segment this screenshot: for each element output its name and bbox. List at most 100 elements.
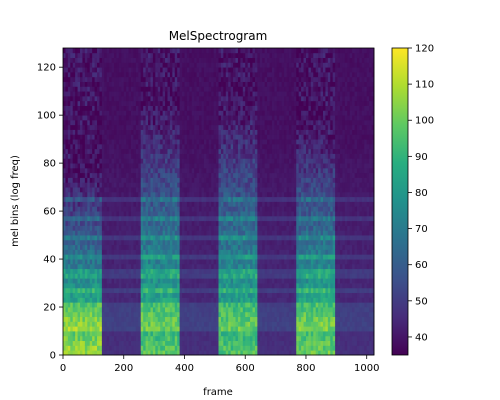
heatmap-cell (250, 57, 253, 63)
heatmap-cell (250, 153, 253, 159)
heatmap-cell (75, 350, 78, 356)
heatmap-cell (67, 235, 71, 241)
heatmap-cell (208, 244, 212, 250)
heatmap-cell (150, 206, 154, 212)
heatmap-cell (245, 249, 249, 255)
heatmap-cell (203, 239, 207, 246)
heatmap-cell (135, 292, 139, 298)
heatmap-cell (77, 52, 81, 58)
heatmap-cell (148, 105, 151, 111)
heatmap-cell (157, 278, 161, 284)
heatmap-cell (218, 331, 222, 337)
heatmap-cell (89, 225, 93, 231)
heatmap-cell (208, 345, 212, 351)
heatmap-cell (131, 263, 134, 270)
heatmap-cell (133, 345, 137, 351)
heatmap-cell (191, 278, 195, 284)
heatmap-cell (111, 48, 115, 54)
heatmap-cell (199, 302, 202, 308)
heatmap-cell (75, 91, 78, 97)
heatmap-cell (140, 263, 144, 270)
heatmap-cell (247, 91, 251, 97)
heatmap-cell (116, 340, 120, 346)
heatmap-cell (167, 206, 171, 212)
heatmap-cell (135, 57, 139, 63)
heatmap-cell (101, 52, 105, 58)
heatmap-cell (182, 235, 185, 241)
heatmap-cell (104, 76, 108, 82)
heatmap-cell (152, 177, 156, 183)
heatmap-cell (75, 215, 78, 222)
heatmap-cell (121, 105, 125, 111)
heatmap-cell (196, 62, 200, 68)
heatmap-cell (223, 321, 227, 327)
heatmap-cell (145, 307, 149, 313)
heatmap-cell (99, 182, 103, 188)
heatmap-cell (111, 52, 115, 58)
heatmap-cell (250, 134, 253, 140)
heatmap-cell (97, 139, 100, 145)
heatmap-cell (182, 148, 185, 154)
heatmap-cell (191, 273, 195, 279)
heatmap-cell (92, 297, 95, 303)
heatmap-cell (106, 297, 110, 303)
heatmap-cell (70, 187, 74, 193)
heatmap-cell (131, 100, 134, 106)
heatmap-cell (121, 307, 125, 313)
heatmap-cell (208, 287, 212, 294)
heatmap-cell (237, 311, 241, 318)
heatmap-cell (82, 225, 86, 231)
heatmap-cell (72, 311, 76, 318)
heatmap-cell (242, 52, 246, 58)
heatmap-cell (87, 230, 91, 236)
heatmap-cell (63, 95, 66, 102)
heatmap-cell (123, 230, 127, 236)
heatmap-cell (97, 335, 100, 342)
heatmap-cell (225, 153, 229, 159)
heatmap-cell (145, 273, 149, 279)
heatmap-cell (220, 163, 224, 169)
heatmap-cell (225, 244, 229, 250)
heatmap-cell (172, 273, 176, 279)
heatmap-cell (233, 287, 236, 294)
heatmap-cell (111, 307, 115, 313)
heatmap-cell (167, 167, 171, 174)
heatmap-cell (155, 239, 159, 246)
heatmap-cell (174, 196, 178, 202)
heatmap-cell (143, 206, 147, 212)
heatmap-cell (233, 220, 236, 226)
heatmap-cell (99, 201, 103, 207)
heatmap-cell (128, 311, 132, 318)
heatmap-cell (233, 143, 236, 150)
heatmap-cell (75, 278, 78, 284)
heatmap-cell (143, 57, 147, 63)
heatmap-cell (97, 273, 100, 279)
heatmap-cell (106, 331, 110, 337)
heatmap-cell (184, 206, 188, 212)
heatmap-cell (63, 191, 66, 198)
heatmap-cell (84, 263, 88, 270)
heatmap-cell (165, 292, 168, 298)
heatmap-cell (235, 268, 239, 274)
heatmap-cell (218, 273, 222, 279)
heatmap-cell (77, 158, 81, 164)
heatmap-cell (75, 143, 78, 150)
heatmap-cell (211, 292, 215, 298)
heatmap-cell (63, 326, 66, 332)
heatmap-cell (206, 254, 210, 260)
heatmap-cell (80, 211, 83, 217)
heatmap-cell (138, 249, 142, 255)
heatmap-cell (233, 86, 236, 92)
heatmap-cell (140, 115, 144, 121)
heatmap-cell (220, 292, 224, 298)
heatmap-cell (162, 95, 166, 102)
heatmap-cell (87, 57, 91, 63)
heatmap-cell (140, 225, 144, 231)
heatmap-cell (186, 91, 190, 97)
heatmap-cell (143, 187, 147, 193)
heatmap-cell (114, 182, 117, 188)
heatmap-cell (135, 345, 139, 351)
heatmap-cell (186, 81, 190, 87)
heatmap-cell (118, 129, 122, 135)
heatmap-cell (143, 119, 147, 126)
